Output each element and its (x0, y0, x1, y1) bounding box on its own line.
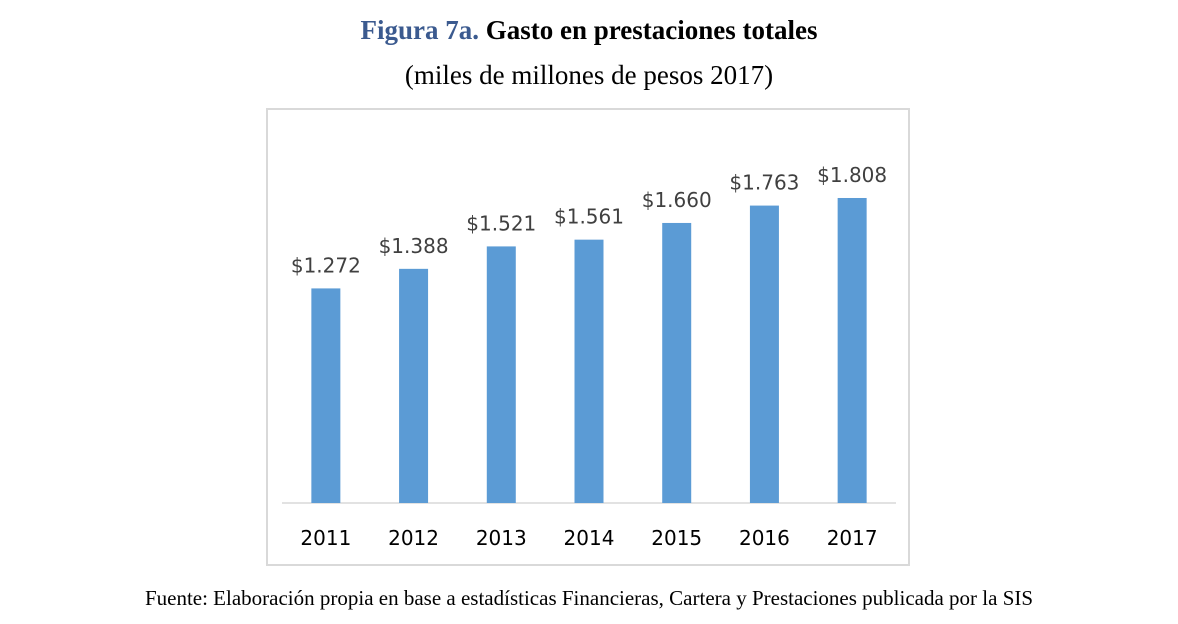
figure-title: Figura 7a. Gasto en prestaciones totales (0, 12, 1178, 48)
data-label-2017: $1.808 (817, 163, 887, 187)
data-label-2015: $1.660 (642, 188, 712, 212)
bar-2016 (749, 205, 779, 503)
bar-chart: $1.272 2011 $1.388 2012 $1.521 2013 $1.561 2014… (282, 163, 896, 550)
data-label-2013: $1.521 (466, 211, 536, 235)
bar-2012 (399, 268, 429, 503)
bar-2014 (574, 239, 604, 503)
figure-subtitle: (miles de millones de pesos 2017) (404, 60, 774, 90)
data-label-2016: $1.763 (729, 171, 799, 195)
bar-2013 (486, 246, 516, 504)
figure-title-text: Gasto en prestaciones totales (485, 15, 818, 45)
x-tick-label-2015: 2015 (651, 526, 702, 550)
bar-2017 (837, 197, 867, 503)
chart-container: $1.272 2011 $1.388 2012 $1.521 2013 $1.561 2014… (266, 108, 910, 566)
figure-source: Fuente: Elaboración propia en base a est… (144, 586, 1034, 610)
bar-2015 (662, 222, 692, 503)
data-label-2011: $1.272 (291, 253, 361, 277)
data-label-2014: $1.561 (554, 205, 624, 229)
x-tick-label-2014: 2014 (564, 526, 615, 550)
x-tick-label-2013: 2013 (476, 526, 527, 550)
data-label-2012: $1.388 (379, 234, 449, 258)
x-tick-label-2017: 2017 (827, 526, 878, 550)
x-tick-label-2012: 2012 (388, 526, 439, 550)
x-tick-label-2011: 2011 (300, 526, 351, 550)
figure-number: Figura 7a. (360, 15, 480, 45)
x-tick-label-2016: 2016 (739, 526, 790, 550)
bar-2011 (311, 288, 341, 503)
